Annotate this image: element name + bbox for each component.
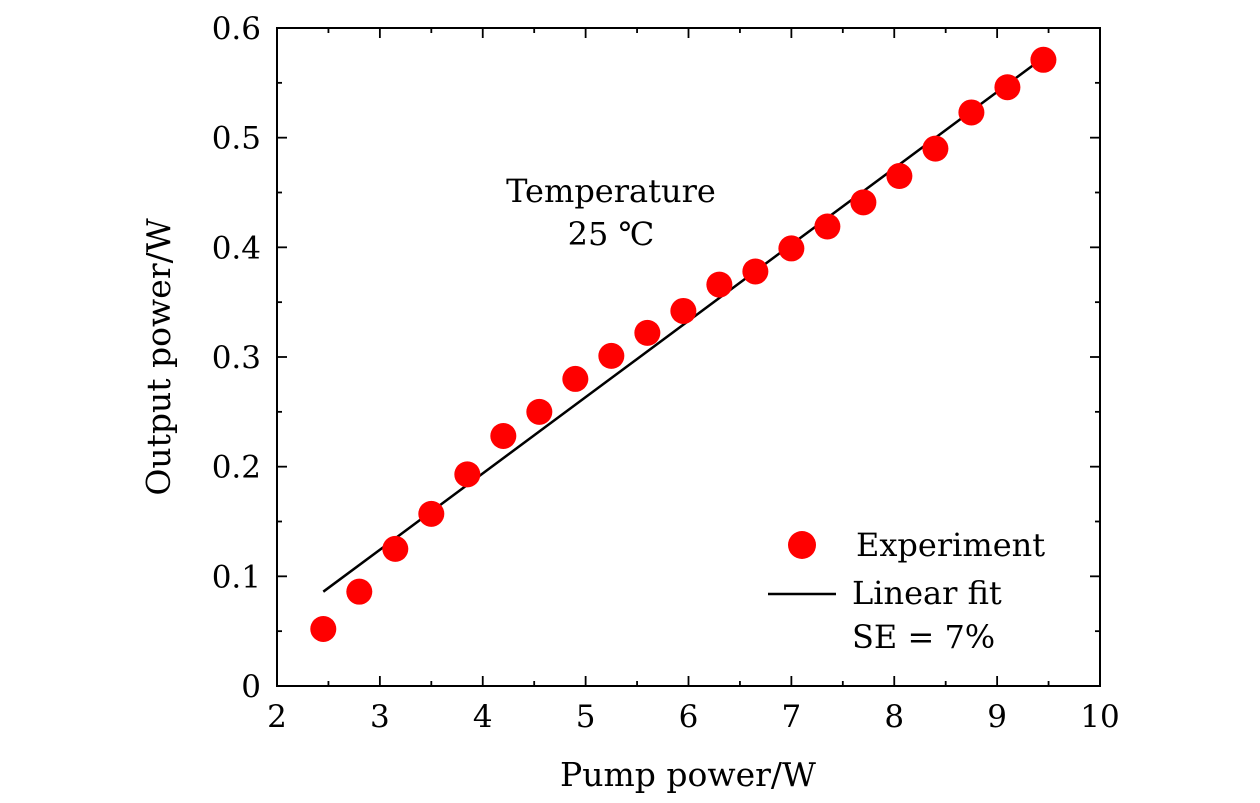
y-tick-label: 0.2: [212, 450, 261, 486]
experiment-point: [598, 342, 625, 369]
annotation-temperature-label: Temperature: [506, 172, 716, 210]
experiment-point: [706, 271, 733, 298]
experiment-point: [886, 163, 913, 190]
x-axis-title: Pump power/W: [560, 755, 816, 794]
y-axis-title: Output power/W: [139, 218, 178, 495]
experiment-point: [382, 535, 409, 562]
legend-experiment-marker: [788, 531, 816, 559]
experiment-point: [742, 258, 769, 285]
experiment-point: [310, 615, 337, 642]
experiment-point: [670, 297, 697, 324]
y-tick-label: 0.5: [212, 121, 261, 157]
x-tick-label: 2: [267, 699, 287, 735]
y-tick-label: 0.4: [212, 230, 261, 266]
experiment-point: [778, 235, 805, 262]
experiment-point: [490, 422, 517, 449]
experiment-point: [418, 500, 445, 527]
experiment-point: [526, 398, 553, 425]
experiment-point: [850, 189, 877, 216]
x-tick-label: 10: [1080, 699, 1119, 735]
experiment-point: [562, 365, 589, 392]
experiment-points-layer: [310, 46, 1057, 642]
experiment-point: [634, 319, 661, 346]
y-tick-label: 0.1: [212, 559, 261, 595]
axis-tick-labels: 2 3 4 5 6 7 8 9 10 0 0.1 0.2 0.3 0.4 0.5 0.6: [212, 11, 1120, 735]
y-tick-label: 0: [241, 669, 261, 705]
x-tick-label: 3: [370, 699, 390, 735]
experiment-point: [454, 461, 481, 488]
axis-ticks: [276, 27, 1101, 687]
x-tick-label: 6: [679, 699, 699, 735]
x-tick-label: 8: [884, 699, 904, 735]
y-tick-label: 0.6: [212, 11, 261, 47]
y-tick-label: 0.3: [212, 340, 261, 376]
legend: Experiment Linear fit SE = 7%: [768, 526, 1045, 656]
x-tick-label: 9: [987, 699, 1007, 735]
annotation-temperature-value: 25 ℃: [568, 215, 655, 253]
x-tick-label: 7: [782, 699, 802, 735]
experiment-point: [1030, 46, 1057, 73]
experiment-point: [922, 135, 949, 162]
x-tick-label: 5: [576, 699, 596, 735]
experiment-point: [994, 74, 1021, 101]
legend-linear-fit-label: Linear fit: [852, 574, 1002, 612]
experiment-point: [346, 578, 373, 605]
experiment-point: [958, 99, 985, 126]
experiment-point: [814, 213, 841, 240]
legend-experiment-label: Experiment: [856, 526, 1045, 564]
legend-slope-efficiency-note: SE = 7%: [852, 618, 995, 656]
x-tick-label: 4: [473, 699, 493, 735]
